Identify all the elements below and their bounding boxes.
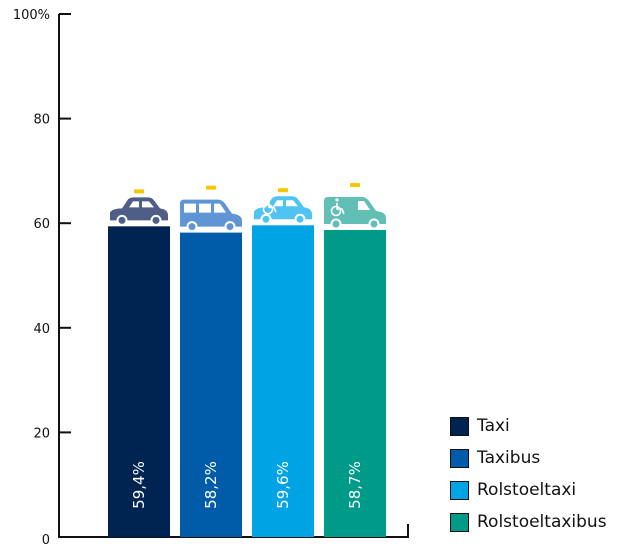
vehicle-body (324, 196, 386, 224)
van-icon (180, 185, 242, 233)
legend-swatch-taxi (450, 416, 469, 436)
bar-value-label: 59,6% (274, 461, 292, 509)
roof-light (278, 188, 288, 193)
legend-swatch-taxibus (450, 448, 469, 468)
vehicle-wheel-hub (332, 220, 340, 228)
legend-label-rolstoeltaxibus: Rolstoeltaxibus (477, 512, 607, 532)
vehicle-window (142, 201, 154, 208)
bar (324, 229, 386, 537)
vehicle-wheel-hub (118, 216, 126, 224)
legend-item-rolstoeltaxibus: Rolstoeltaxibus (450, 506, 607, 538)
vehicle-body (110, 197, 168, 221)
legend-label-taxi: Taxi (477, 416, 510, 436)
car-icon (110, 189, 168, 226)
roof-light (206, 185, 216, 190)
bar (180, 232, 242, 537)
bar (108, 226, 170, 537)
legend: Taxi Taxibus Rolstoeltaxi Rolstoeltaxibu… (450, 410, 607, 538)
vehicle-wheel-hub (370, 220, 378, 228)
vehicle-window (214, 203, 226, 213)
legend-label-rolstoeltaxi: Rolstoeltaxi (477, 480, 577, 500)
vehicle-wheel-hub (226, 223, 234, 231)
legend-item-rolstoeltaxi: Rolstoeltaxi (450, 474, 607, 506)
vehicle-window (184, 203, 196, 213)
wheelchair-symbol-body (336, 202, 345, 215)
wheelchair-van-icon (324, 182, 386, 230)
wheelchair-symbol-head (335, 198, 339, 202)
bar (252, 225, 314, 538)
vehicle-window (358, 200, 370, 210)
bars: 59,4% 58,2% 59,6% 58,7% (108, 182, 386, 538)
vehicle-window (286, 200, 298, 207)
y-tick-label: 40 (33, 322, 50, 337)
vehicle-window (129, 201, 139, 208)
legend-swatch-rolstoeltaxibus (450, 512, 469, 532)
wheelchair-symbol (330, 205, 342, 217)
bar-value-label: 58,7% (346, 461, 364, 509)
vehicle-wheel-hub (152, 216, 160, 224)
y-tick-label: 0 (42, 533, 50, 548)
legend-item-taxi: Taxi (450, 410, 607, 442)
legend-label-taxibus: Taxibus (477, 448, 541, 468)
legend-swatch-rolstoeltaxi (450, 480, 469, 500)
bar-value-label: 58,2% (202, 461, 220, 509)
bar-value-label: 59,4% (130, 461, 148, 509)
vehicle-window (273, 200, 283, 207)
vehicle-wheel-hub (262, 215, 270, 223)
y-tick-label: 100% (13, 8, 50, 23)
vehicle-wheel-hub (188, 223, 196, 231)
vehicle-wheel-hub (296, 215, 304, 223)
y-tick-label: 80 (33, 113, 50, 128)
vehicle-window (199, 203, 211, 213)
y-tick-label: 20 (33, 426, 50, 441)
y-tick-label: 60 (33, 217, 50, 232)
legend-item-taxibus: Taxibus (450, 442, 607, 474)
wheelchair-car-icon (254, 188, 312, 225)
wheelchair-symbol-head (267, 196, 271, 200)
roof-light (350, 182, 360, 187)
wheelchair-symbol (262, 203, 274, 215)
wheelchair-symbol-body (268, 201, 277, 213)
roof-light (134, 189, 144, 194)
